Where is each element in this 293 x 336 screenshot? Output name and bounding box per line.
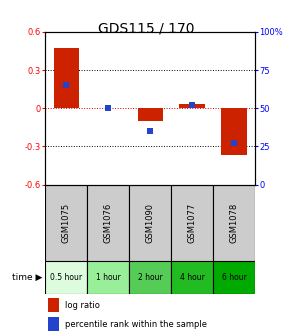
Text: GSM1077: GSM1077 [188,203,197,243]
Text: GSM1078: GSM1078 [229,203,239,243]
Bar [138,108,163,121]
Bar [171,185,213,261]
Bar [87,261,129,294]
Bar [213,185,255,261]
Bar [129,261,171,294]
Text: 0.5 hour: 0.5 hour [50,273,82,282]
Text: GSM1090: GSM1090 [146,203,155,243]
Bar [47,318,59,331]
Bar [180,104,205,108]
Text: 6 hour: 6 hour [222,273,246,282]
Point [64,83,69,88]
Text: time ▶: time ▶ [12,273,42,282]
Bar [87,185,129,261]
Bar [129,185,171,261]
Point [190,102,195,108]
Text: log ratio: log ratio [65,301,100,310]
Text: GSM1075: GSM1075 [62,203,71,243]
Text: 4 hour: 4 hour [180,273,205,282]
Bar [45,261,87,294]
Text: 2 hour: 2 hour [138,273,163,282]
Bar [54,48,79,108]
Point [148,128,152,134]
Point [231,141,236,146]
Text: 1 hour: 1 hour [96,273,121,282]
Bar [47,298,59,311]
Text: percentile rank within the sample: percentile rank within the sample [65,320,207,329]
Bar [45,185,87,261]
Bar [222,108,246,155]
Point [106,106,111,111]
Bar [213,261,255,294]
Text: GSM1076: GSM1076 [104,203,113,243]
Bar [171,261,213,294]
Text: GDS115 / 170: GDS115 / 170 [98,22,195,36]
